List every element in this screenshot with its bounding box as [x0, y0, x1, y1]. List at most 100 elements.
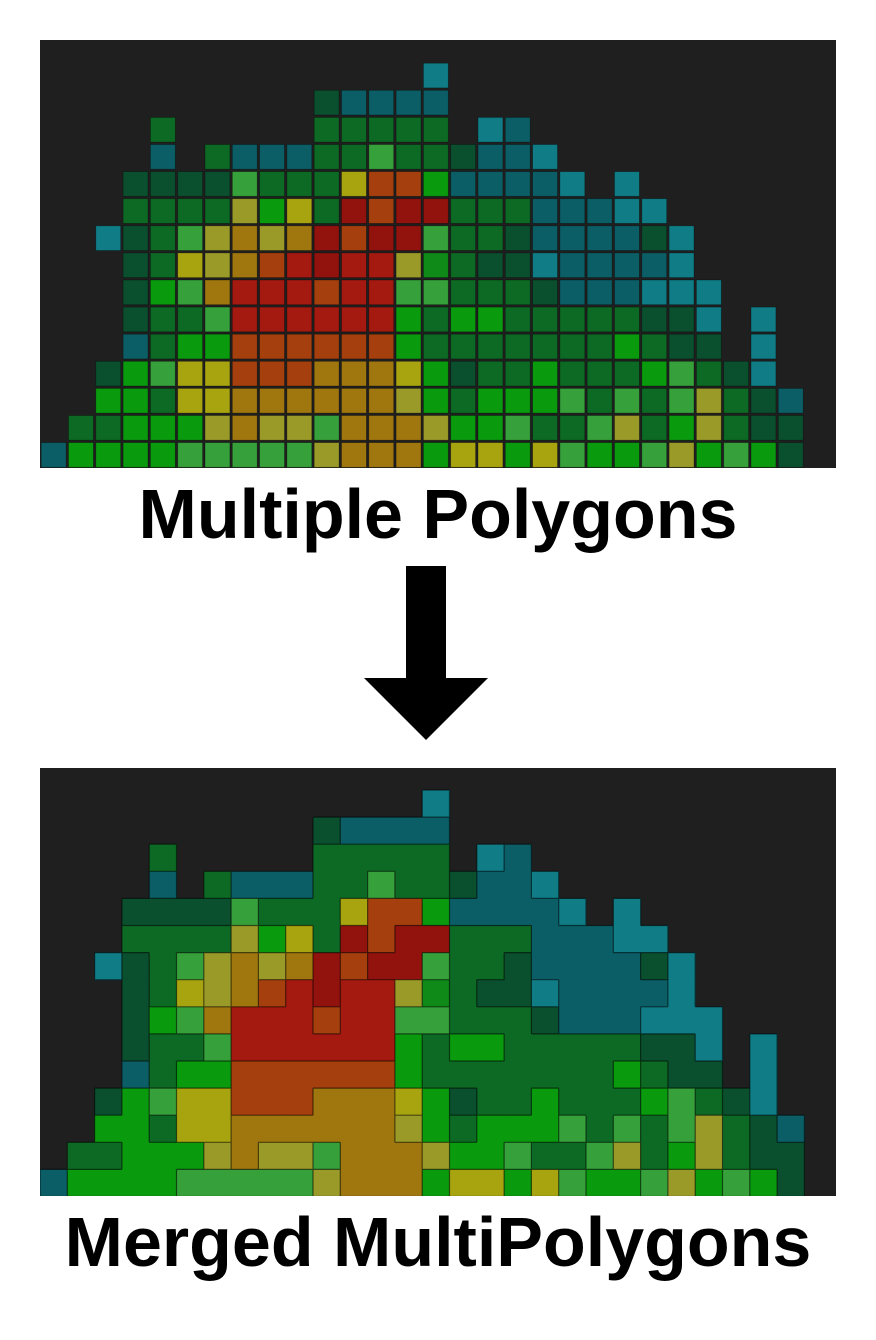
polygon-cell — [559, 171, 586, 197]
merged-cell — [258, 1033, 287, 1062]
polygon-cell — [586, 198, 613, 224]
merged-cell — [558, 1033, 587, 1062]
polygon-cell — [313, 198, 340, 224]
polygon-cell — [504, 415, 531, 441]
polygon-cell — [395, 198, 422, 224]
polygon-cell — [559, 442, 586, 468]
polygon-cell — [368, 360, 395, 387]
polygon-cell — [504, 279, 531, 306]
merged-cell — [504, 844, 532, 872]
polygon-cell — [341, 225, 367, 251]
polygon-cell — [395, 171, 422, 197]
polygon-cell — [641, 279, 668, 306]
polygon-cell — [177, 415, 203, 441]
merged-cell — [258, 1169, 287, 1196]
polygon-cell — [395, 117, 422, 143]
merged-cell — [67, 1169, 95, 1196]
merged-cell — [558, 979, 587, 1008]
polygon-cell — [122, 225, 149, 251]
merged-cell — [231, 1061, 259, 1089]
merged-cell — [504, 925, 532, 953]
merged-cell — [613, 1033, 641, 1062]
merged-cell — [695, 1033, 723, 1062]
merged-cell — [203, 1142, 232, 1170]
merged-cell — [422, 844, 450, 872]
merged-cell — [285, 1115, 314, 1143]
merged-cell — [449, 1142, 478, 1170]
merged-cell — [613, 979, 641, 1008]
polygon-cell — [150, 306, 176, 333]
polygon-cell — [395, 144, 422, 170]
polygon-cell — [532, 306, 558, 333]
polygon-cell — [150, 360, 176, 387]
merged-cell — [258, 952, 287, 981]
merged-cell — [285, 1169, 314, 1196]
merged-cell — [367, 925, 396, 953]
polygon-cell — [259, 198, 285, 224]
polygon-cell — [696, 333, 722, 360]
merged-cell — [176, 1088, 205, 1116]
polygon-cell — [504, 306, 531, 333]
merged-cell — [586, 1061, 614, 1089]
polygon-cell — [177, 279, 203, 306]
merged-cell — [586, 1088, 614, 1116]
merged-cell — [667, 952, 696, 981]
polygon-cell — [450, 415, 477, 441]
merged-cell — [285, 952, 314, 981]
polygon-cell — [477, 415, 504, 441]
merged-cell — [231, 1006, 259, 1035]
merged-cell — [149, 1142, 177, 1170]
polygon-cell — [641, 442, 668, 468]
merged-cell — [340, 979, 368, 1008]
merged-cell — [722, 1088, 751, 1116]
merged-cell — [121, 979, 150, 1008]
merged-cell — [231, 898, 259, 926]
polygon-cell — [259, 279, 285, 306]
merged-cell — [149, 1006, 177, 1035]
merged-cell — [749, 1033, 778, 1062]
polygon-cell — [723, 360, 750, 387]
polygon-cell — [422, 387, 449, 414]
polygon-cell — [395, 279, 422, 306]
merged-cell — [367, 1169, 396, 1196]
polygon-cell — [504, 198, 531, 224]
merged-cell — [176, 1061, 205, 1089]
merged-cell — [504, 1006, 532, 1035]
merged-cell — [285, 1006, 314, 1035]
merged-cell — [449, 1033, 478, 1062]
merged-cell — [531, 1006, 560, 1035]
polygon-cell — [559, 198, 586, 224]
multiple-polygons-panel — [40, 40, 836, 468]
merged-cell — [394, 1088, 423, 1116]
merged-cell — [394, 871, 423, 899]
merged-cell — [422, 1033, 450, 1062]
merged-cell — [176, 1142, 205, 1170]
polygon-cell — [231, 442, 258, 468]
merged-multipolygons-label: Merged MultiPolygons — [64, 1203, 812, 1281]
merged-cell — [640, 925, 669, 953]
merged-cell — [586, 1169, 614, 1196]
merged-cell — [531, 1142, 560, 1170]
merged-cell — [203, 898, 232, 926]
polygon-cell — [532, 442, 558, 468]
merged-cell — [695, 1115, 723, 1143]
polygon-cell — [122, 171, 149, 197]
merged-cell — [313, 925, 341, 953]
merged-cell — [313, 817, 341, 845]
merged-cell — [504, 1169, 532, 1196]
merged-cell — [231, 1115, 259, 1143]
merged-cell — [613, 898, 641, 926]
polygon-cell — [532, 225, 558, 251]
merged-cell — [231, 952, 259, 981]
polygon-cell — [95, 387, 122, 414]
merged-cell — [476, 925, 505, 953]
merged-cell — [367, 952, 396, 981]
merged-multipolygons-panel — [40, 768, 836, 1196]
polygon-cell — [341, 387, 367, 414]
merged-cell — [476, 898, 505, 926]
merged-cell — [531, 925, 560, 953]
polygon-cell — [559, 225, 586, 251]
polygon-cell — [614, 198, 640, 224]
polygon-cell — [231, 279, 258, 306]
merged-cell — [640, 1169, 669, 1196]
